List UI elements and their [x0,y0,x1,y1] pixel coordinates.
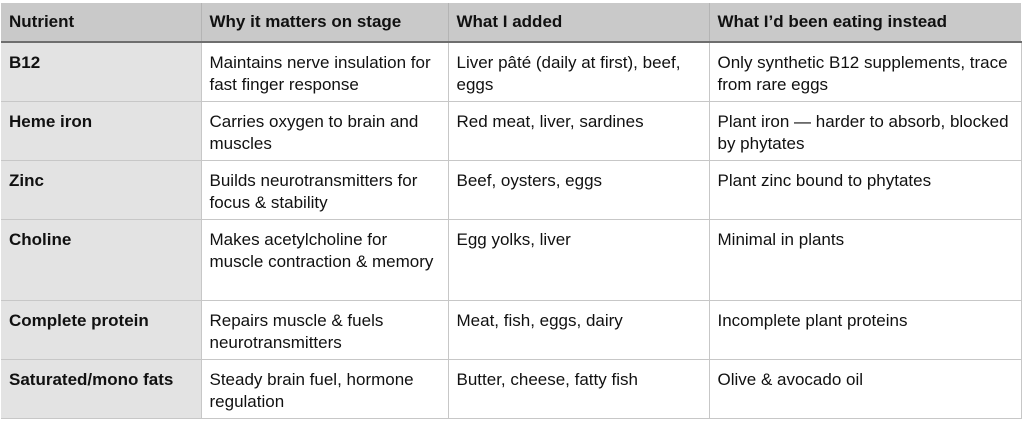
instead-cell: Plant iron — harder to absorb, blocked b… [708,101,1022,161]
added-cell: Butter, cheese, fatty fish [447,359,709,419]
instead-cell: Minimal in plants [708,219,1022,301]
nutrient-name: B12 [1,42,201,102]
header-eating-instead: What I’d been eating instead [708,3,1021,43]
header-row: Nutrient Why it matters on stage What I … [1,3,1021,43]
why-cell: Builds neurotransmitters for focus & sta… [200,160,448,220]
instead-cell: Olive & avocado oil [708,359,1022,419]
added-cell: Meat, fish, eggs, dairy [447,300,709,360]
table-header: Nutrient Why it matters on stage What I … [1,3,1021,43]
why-cell: Makes acetylcholine for muscle contracti… [200,219,448,301]
why-cell: Steady brain fuel, hormone regulation [200,359,448,419]
table-row: Choline Makes acetylcholine for muscle c… [1,219,1022,301]
table-row: Heme iron Carries oxygen to brain and mu… [1,101,1022,161]
instead-cell: Incomplete plant proteins [708,300,1022,360]
nutrient-name: Heme iron [1,101,201,161]
why-cell: Repairs muscle & fuels neurotransmitters [200,300,448,360]
instead-cell: Plant zinc bound to phytates [708,160,1022,220]
added-cell: Egg yolks, liver [447,219,709,301]
nutrient-name: Complete protein [1,300,201,360]
nutrient-name: Choline [1,219,201,301]
nutrient-name: Saturated/mono fats [1,359,201,419]
table-row: Saturated/mono fats Steady brain fuel, h… [1,359,1022,419]
nutrient-table: Nutrient Why it matters on stage What I … [1,3,1022,419]
why-cell: Maintains nerve insulation for fast fing… [200,42,448,102]
table-body: B12 Maintains nerve insulation for fast … [1,42,1022,419]
table-row: Zinc Builds neurotransmitters for focus … [1,160,1022,220]
header-nutrient: Nutrient [1,3,201,43]
table-row: Complete protein Repairs muscle & fuels … [1,300,1022,360]
why-cell: Carries oxygen to brain and muscles [200,101,448,161]
added-cell: Liver pâté (daily at first), beef, eggs [447,42,709,102]
added-cell: Red meat, liver, sardines [447,101,709,161]
instead-cell: Only synthetic B12 supplements, trace fr… [708,42,1022,102]
header-what-added: What I added [447,3,709,43]
nutrient-name: Zinc [1,160,201,220]
table-row: B12 Maintains nerve insulation for fast … [1,42,1022,102]
header-why-it-matters: Why it matters on stage [200,3,448,43]
added-cell: Beef, oysters, eggs [447,160,709,220]
